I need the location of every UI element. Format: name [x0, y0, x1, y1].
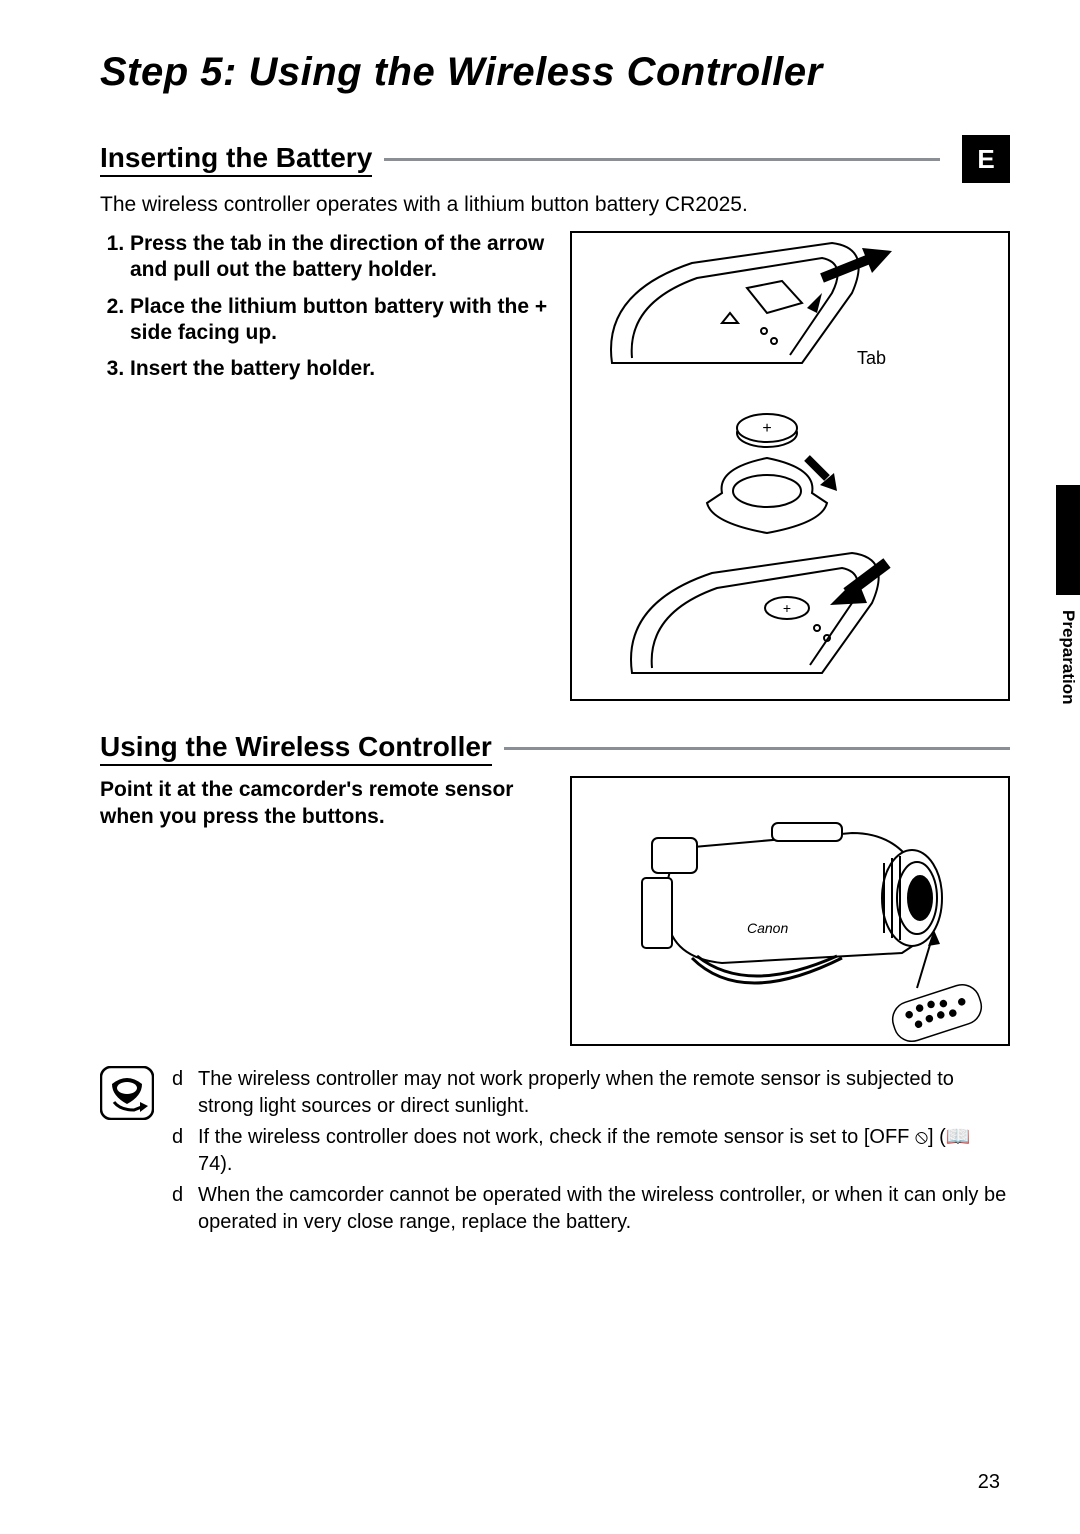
section2-header-row: Using the Wireless Controller — [100, 731, 1010, 766]
step-item: Press the tab in the direction of the ar… — [130, 231, 552, 284]
camcorder-svg: Canon — [572, 778, 1012, 1048]
section2-left: Point it at the camcorder's remote senso… — [100, 776, 552, 831]
section1-left: Press the tab in the direction of the ar… — [100, 231, 552, 392]
svg-text:Canon: Canon — [747, 920, 788, 936]
section1-intro: The wireless controller operates with a … — [100, 193, 1010, 217]
notes-list: The wireless controller may not work pro… — [172, 1066, 1010, 1240]
section1-right: + + — [570, 231, 1010, 701]
page-title: Step 5: Using the Wireless Controller — [100, 50, 1010, 95]
section2-right: Canon — [570, 776, 1010, 1046]
notes-block: The wireless controller may not work pro… — [100, 1066, 1010, 1240]
section-rule — [504, 747, 1010, 750]
section2: Using the Wireless Controller Point it a… — [100, 731, 1010, 1240]
step-item: Place the lithium button battery with th… — [130, 294, 552, 347]
sidebar-section-label: Preparation — [1058, 610, 1078, 704]
section2-instruction: Point it at the camcorder's remote senso… — [100, 776, 552, 831]
step-item: Insert the battery holder. — [130, 356, 552, 382]
section1-heading: Inserting the Battery — [100, 142, 372, 177]
battery-diagram: + + — [570, 231, 1010, 701]
section2-columns: Point it at the camcorder's remote senso… — [100, 776, 1010, 1046]
battery-steps: Press the tab in the direction of the ar… — [100, 231, 552, 382]
figure-tab-label: Tab — [857, 348, 886, 369]
language-badge: E — [962, 135, 1010, 183]
manual-page: Step 5: Using the Wireless Controller In… — [0, 0, 1080, 1534]
section-header-row: Inserting the Battery E — [100, 135, 1010, 183]
svg-text:+: + — [762, 420, 771, 437]
section1-columns: Press the tab in the direction of the ar… — [100, 231, 1010, 701]
section-rule — [384, 158, 940, 161]
note-item: The wireless controller may not work pro… — [172, 1066, 1010, 1120]
section2-heading: Using the Wireless Controller — [100, 731, 492, 766]
notes-icon — [100, 1066, 154, 1120]
svg-text:+: + — [783, 600, 791, 616]
note-item: When the camcorder cannot be operated wi… — [172, 1182, 1010, 1236]
note-item: If the wireless controller does not work… — [172, 1124, 1010, 1178]
page-number: 23 — [978, 1471, 1000, 1494]
battery-diagram-svg: + + — [572, 233, 1012, 703]
camcorder-diagram: Canon — [570, 776, 1010, 1046]
sidebar-tab — [1056, 485, 1080, 595]
